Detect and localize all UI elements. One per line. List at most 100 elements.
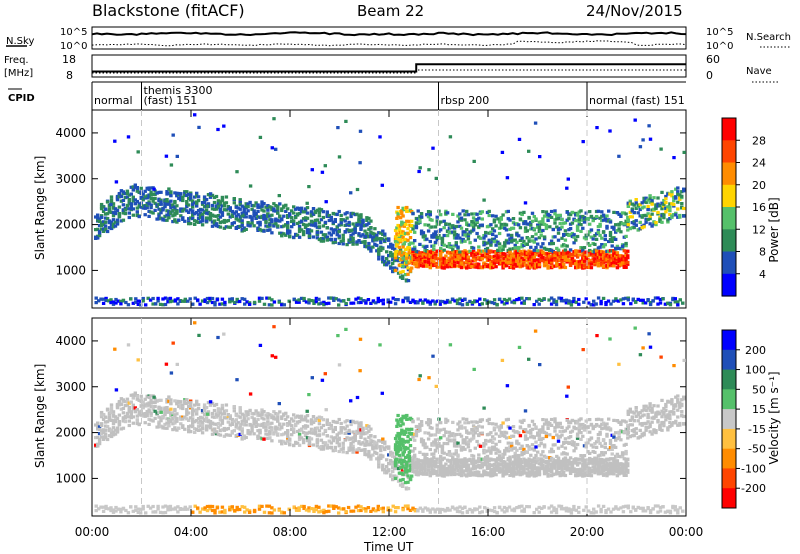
velocity-cell <box>353 433 357 437</box>
power-cell <box>465 209 469 213</box>
power-cell <box>383 260 387 264</box>
velocity-cell <box>187 400 191 404</box>
power-cell <box>502 297 507 302</box>
velocity-cell <box>222 434 227 438</box>
velocity-cell <box>405 413 409 418</box>
power-cell <box>363 242 367 246</box>
velocity-cell <box>109 406 114 410</box>
power-cell <box>119 189 124 193</box>
power-cell <box>303 225 308 229</box>
power-cell <box>501 256 505 260</box>
power-cell <box>165 198 169 202</box>
velocity-cell <box>416 417 420 421</box>
power-cell <box>445 250 450 254</box>
power-cell <box>414 264 419 268</box>
velocity-cell <box>428 447 432 452</box>
power-cell <box>584 297 588 301</box>
power-cell <box>117 215 122 219</box>
power-cell <box>324 200 328 204</box>
power-cell <box>351 228 355 232</box>
power-cell <box>222 218 227 223</box>
power-cell <box>358 161 362 165</box>
cpid-event-label: rbsp 200 <box>441 94 490 107</box>
velocity-cell <box>439 454 443 458</box>
power-cell <box>236 213 240 217</box>
power-cell <box>357 222 361 226</box>
velocity-cell <box>244 419 248 423</box>
power-cell <box>411 249 415 253</box>
power-cell <box>636 228 640 232</box>
power-cell <box>96 218 100 222</box>
power-cell <box>276 207 280 211</box>
nsky-series <box>91 31 687 37</box>
power-cell <box>520 242 524 246</box>
velocity-cell <box>173 399 177 403</box>
velocity-cell <box>111 426 116 430</box>
power-cell <box>604 302 608 307</box>
power-cell <box>460 298 465 302</box>
power-cell <box>673 297 677 301</box>
power-cell <box>584 211 588 215</box>
power-cell <box>393 268 398 272</box>
velocity-cell <box>430 426 434 430</box>
velocity-cell <box>406 446 410 450</box>
power-cell <box>671 296 675 300</box>
velocity-cell <box>189 404 193 408</box>
nave-series <box>92 69 686 74</box>
power-cell <box>317 302 321 306</box>
power-cell <box>605 224 609 228</box>
velocity-cell <box>309 427 314 431</box>
power-cell <box>632 210 636 215</box>
velocity-cell <box>208 403 213 407</box>
power-cell <box>212 195 217 200</box>
velocity-cell <box>375 451 379 455</box>
power-cell <box>489 243 493 247</box>
power-cell <box>333 237 337 241</box>
power-cell <box>136 302 140 306</box>
power-cell <box>529 223 533 227</box>
velocity-cell <box>278 410 282 414</box>
power-cell <box>471 256 476 261</box>
velocity-cell <box>379 453 383 457</box>
power-cell <box>506 209 510 213</box>
velocity-cell <box>165 421 169 425</box>
velocity-cell <box>397 437 402 441</box>
power-cell <box>513 246 517 250</box>
power-cell <box>548 248 552 252</box>
velocity-cell <box>389 474 393 478</box>
power-cell <box>327 296 331 300</box>
power-cell <box>327 218 331 223</box>
velocity-cell <box>406 435 410 439</box>
power-cell <box>656 296 660 300</box>
power-cell <box>189 216 193 220</box>
velocity-cell <box>165 400 169 404</box>
power-cell <box>622 264 626 268</box>
power-cell <box>522 301 526 305</box>
power-cell <box>401 245 405 249</box>
power-cell <box>535 299 539 303</box>
power-cell <box>400 220 404 224</box>
beam-title: Beam 22 <box>357 2 424 20</box>
power-cell <box>505 176 510 180</box>
power-cell <box>167 210 171 214</box>
velocity-cell <box>459 434 464 438</box>
power-cell <box>478 303 482 307</box>
power-cell <box>391 296 395 300</box>
velocity-cell <box>284 431 288 435</box>
velocity-cell <box>398 483 403 487</box>
power-cell <box>127 207 131 211</box>
power-cell <box>577 217 581 221</box>
power-cell <box>508 247 512 251</box>
power-cell <box>636 203 640 207</box>
power-cell <box>143 204 147 209</box>
power-cell <box>404 279 409 283</box>
power-cell <box>668 209 672 213</box>
power-cell <box>433 230 438 234</box>
power-cell <box>343 219 347 223</box>
power-cell <box>246 209 250 213</box>
velocity-cell <box>395 457 399 461</box>
velocity-cell <box>94 423 98 427</box>
power-cell <box>588 230 592 234</box>
power-cell <box>238 215 242 219</box>
power-cell <box>284 233 288 237</box>
